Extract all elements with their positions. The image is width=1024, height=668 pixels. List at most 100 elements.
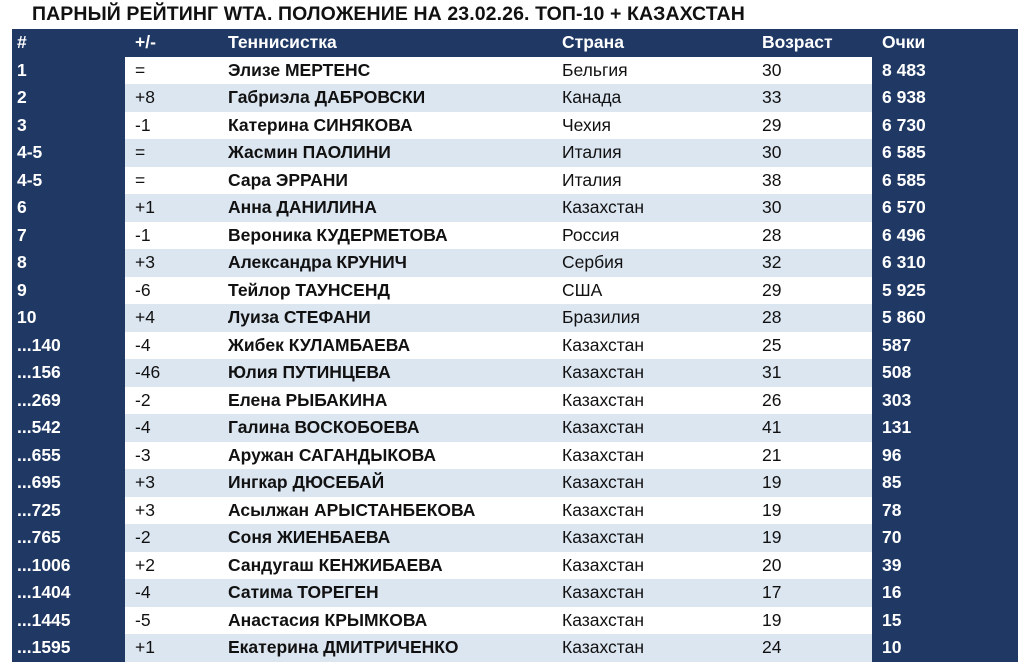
rank-cell: 4-5 [12, 166, 125, 194]
age-cell: 19 [762, 527, 782, 547]
age-cell: 29 [762, 279, 782, 300]
header-age: Возраст [762, 32, 833, 52]
row-background [125, 111, 872, 139]
country-cell: Казахстан [562, 389, 645, 410]
table-row: ...269 -2 Елена РЫБАКИНА Казахстан 26 303 [12, 386, 1018, 414]
table-row: 3 -1 Катерина СИНЯКОВА Чехия 29 6 730 [12, 111, 1018, 139]
country-cell: Казахстан [562, 362, 645, 382]
player-cell: Сандугаш КЕНЖИБАЕВА [228, 554, 443, 575]
change-cell: -5 [135, 609, 151, 630]
player-cell: Катерина СИНЯКОВА [228, 114, 413, 135]
age-cell: 21 [762, 444, 782, 465]
header-change: +/- [135, 32, 156, 52]
rank-cell: ...1595 [12, 634, 125, 662]
change-cell: -4 [135, 582, 151, 602]
row-background [125, 139, 872, 167]
change-cell: +3 [135, 252, 155, 272]
change-cell: -3 [135, 444, 151, 465]
age-cell: 30 [762, 197, 782, 217]
age-cell: 32 [762, 252, 782, 272]
points-cell: 8 483 [872, 56, 1018, 84]
change-cell: -6 [135, 279, 151, 300]
age-cell: 28 [762, 307, 782, 327]
change-cell: -1 [135, 224, 151, 245]
player-cell: Вероника КУДЕРМЕТОВА [228, 224, 448, 245]
age-cell: 29 [762, 114, 782, 135]
age-cell: 17 [762, 582, 782, 602]
player-cell: Элизе МЕРТЕНС [228, 59, 371, 80]
table-row: 9 -6 Тейлор ТАУНСЕНД США 29 5 925 [12, 276, 1018, 304]
row-background [125, 331, 872, 359]
country-cell: Казахстан [562, 609, 645, 630]
table-row: 1 = Элизе МЕРТЕНС Бельгия 30 8 483 [12, 56, 1018, 84]
table-row: 4-5 = Жасмин ПАОЛИНИ Италия 30 6 585 [12, 139, 1018, 167]
change-cell: = [135, 169, 146, 190]
row-background [125, 359, 872, 387]
change-cell: +3 [135, 472, 155, 492]
country-cell: Казахстан [562, 554, 645, 575]
table-row: ...1404 -4 Сатима ТОРЕГЕН Казахстан 17 16 [12, 579, 1018, 607]
table-row: ...765 -2 Соня ЖИЕНБАЕВА Казахстан 19 70 [12, 524, 1018, 552]
country-cell: Италия [562, 169, 622, 190]
player-cell: Анна ДАНИЛИНА [228, 197, 377, 217]
age-cell: 20 [762, 554, 782, 575]
points-cell: 5 925 [872, 276, 1018, 304]
row-background [125, 84, 872, 112]
change-cell: -2 [135, 389, 151, 410]
change-cell: -2 [135, 527, 151, 547]
rank-cell: ...695 [12, 469, 125, 497]
points-cell: 131 [872, 414, 1018, 442]
country-cell: Бразилия [562, 307, 641, 327]
points-cell: 6 730 [872, 111, 1018, 139]
rank-cell: 7 [12, 221, 125, 249]
table-row: ...655 -3 Аружан САГАНДЫКОВА Казахстан 21 96 [12, 441, 1018, 469]
player-cell: Жибек КУЛАМБАЕВА [228, 334, 411, 355]
country-cell: Чехия [562, 114, 612, 135]
rank-cell: ...655 [12, 441, 125, 469]
rank-cell: 6 [12, 194, 125, 222]
age-cell: 41 [762, 417, 782, 437]
country-cell: Казахстан [562, 197, 645, 217]
change-cell: -4 [135, 334, 151, 355]
points-cell: 10 [872, 634, 1018, 662]
country-cell: США [562, 279, 603, 300]
points-cell: 96 [872, 441, 1018, 469]
country-cell: Россия [562, 224, 620, 245]
player-cell: Сатима ТОРЕГЕН [228, 582, 379, 602]
change-cell: +8 [135, 87, 155, 107]
change-cell: -1 [135, 114, 151, 135]
player-cell: Асылжан АРЫСТАНБЕКОВА [228, 499, 476, 520]
country-cell: Бельгия [562, 59, 628, 80]
rank-cell: 8 [12, 249, 125, 277]
rank-cell: 4-5 [12, 139, 125, 167]
rank-cell: 2 [12, 84, 125, 112]
player-cell: Галина ВОСКОБОЕВА [228, 417, 420, 437]
row-background [125, 634, 872, 662]
row-background [125, 579, 872, 607]
header-player: Теннисистка [228, 32, 337, 52]
rank-cell: ...1006 [12, 551, 125, 579]
country-cell: Казахстан [562, 444, 645, 465]
row-background [125, 469, 872, 497]
change-cell: +2 [135, 554, 155, 575]
table-row: ...725 +3 Асылжан АРЫСТАНБЕКОВА Казахстан 19… [12, 496, 1018, 524]
change-cell: = [135, 142, 146, 162]
rank-cell: 1 [12, 56, 125, 84]
change-cell: +4 [135, 307, 155, 327]
country-cell: Сербия [562, 252, 624, 272]
player-cell: Соня ЖИЕНБАЕВА [228, 527, 391, 547]
age-cell: 25 [762, 334, 782, 355]
header-rank: # [17, 32, 27, 52]
row-background [125, 524, 872, 552]
player-cell: Ингкар ДЮСЕБАЙ [228, 472, 385, 492]
rank-cell: ...542 [12, 414, 125, 442]
rank-cell: ...269 [12, 386, 125, 414]
row-background [125, 441, 872, 469]
header-points: Очки [882, 32, 926, 52]
age-cell: 19 [762, 499, 782, 520]
table-header: # +/- Теннисистка Страна Возраст Очки [12, 29, 1018, 57]
table-body: 1 = Элизе МЕРТЕНС Бельгия 30 8 483 2 +8 Габриэла… [12, 56, 1018, 662]
player-cell: Александра КРУНИЧ [228, 252, 407, 272]
change-cell: -46 [135, 362, 161, 382]
age-cell: 19 [762, 609, 782, 630]
